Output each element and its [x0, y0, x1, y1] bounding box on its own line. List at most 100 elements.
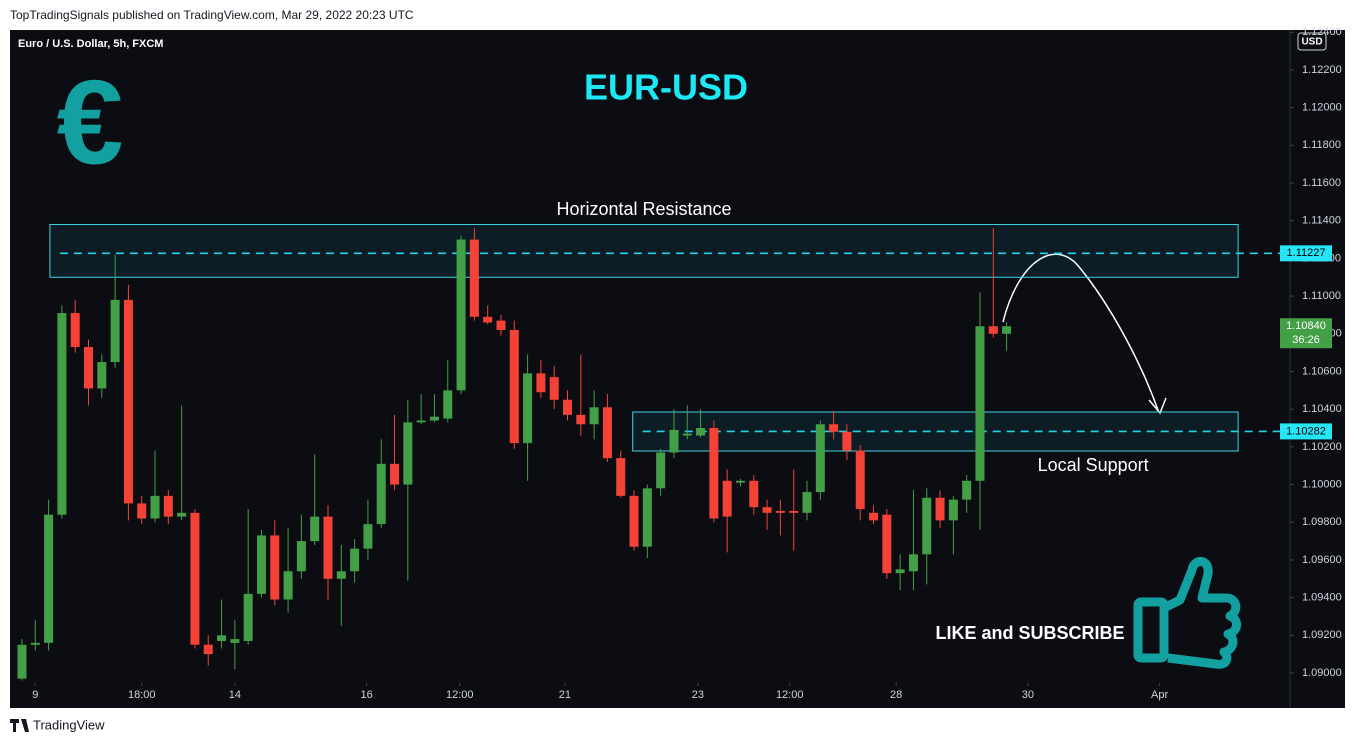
candle-body	[443, 390, 453, 419]
candle	[17, 639, 27, 681]
candle	[908, 490, 918, 591]
y-tick-label: 1.09600	[1302, 554, 1342, 566]
zone-label: Horizontal Resistance	[556, 199, 731, 219]
candle	[110, 254, 120, 368]
candle	[829, 411, 839, 440]
candle	[842, 424, 852, 461]
zone-price-tag	[1280, 245, 1332, 262]
x-tick-label: 12:00	[776, 689, 804, 701]
candle	[336, 544, 346, 626]
candle-body	[869, 512, 879, 521]
candle-body	[217, 635, 227, 641]
currency[interactable]: USD	[1301, 37, 1322, 48]
candle-body	[110, 299, 120, 363]
candle-body	[456, 239, 466, 391]
candle-body	[123, 299, 133, 504]
candle-body	[469, 239, 479, 317]
candle-body	[629, 495, 639, 547]
y-tick-label: 1.09000	[1302, 667, 1342, 679]
candle-body	[682, 433, 692, 436]
candle	[350, 539, 360, 583]
zone-price-label: 1.10282	[1286, 425, 1326, 437]
footer[interactable]: TradingView	[33, 717, 105, 732]
y-tick-label: 1.10000	[1302, 478, 1342, 490]
candle	[882, 509, 892, 579]
candle	[123, 284, 133, 521]
candle-body	[283, 571, 293, 600]
candle	[629, 490, 639, 551]
x-tick-label: Apr	[1151, 689, 1168, 701]
candle	[682, 405, 692, 440]
y-tick-label: 1.10600	[1302, 365, 1342, 377]
candle	[243, 509, 253, 645]
candle	[523, 354, 533, 481]
candle	[137, 495, 147, 525]
candle-body	[735, 480, 745, 483]
zone-price-label: 1.11227	[1287, 247, 1326, 259]
candle-body	[948, 499, 958, 521]
candle	[456, 235, 466, 395]
candle-body	[696, 428, 706, 436]
candle	[283, 527, 293, 613]
candle	[762, 499, 772, 530]
candle-body	[243, 593, 253, 641]
x-tick-label: 16	[360, 689, 372, 701]
x-tick-label: 14	[229, 689, 241, 701]
candle	[722, 469, 732, 553]
y-tick-label: 1.10200	[1302, 441, 1342, 453]
candle-body	[483, 316, 493, 323]
x-tick-label: 9	[32, 689, 38, 701]
candle	[656, 448, 666, 496]
candle	[203, 635, 213, 666]
candle-body	[576, 414, 586, 425]
candle	[589, 390, 599, 440]
chart-area	[10, 30, 1345, 708]
x-tick-label: 23	[692, 689, 704, 701]
candle	[403, 399, 413, 581]
candle-body	[163, 495, 173, 517]
candle	[296, 514, 306, 579]
candle	[642, 484, 652, 559]
candle	[44, 499, 54, 651]
candle	[190, 509, 200, 649]
candle	[443, 360, 453, 423]
candle	[84, 339, 94, 406]
candle	[802, 480, 812, 521]
y-tick-label: 1.12200	[1302, 64, 1342, 76]
last-price-tag	[1280, 318, 1332, 349]
candle	[935, 490, 945, 528]
candle	[390, 414, 400, 491]
candle	[230, 620, 240, 670]
candle-body	[709, 428, 719, 519]
candle-body	[935, 497, 945, 521]
headline: EUR-USD	[584, 67, 748, 108]
y-tick-label: 1.11600	[1302, 177, 1341, 189]
candle-body	[84, 346, 94, 389]
arrow-head	[1148, 397, 1167, 415]
last-price-label: 1.10840	[1286, 320, 1326, 332]
candle-body	[829, 424, 839, 432]
candle	[323, 505, 333, 600]
y-tick-label: 1.09200	[1302, 629, 1342, 641]
y-tick-label: 1.11800	[1302, 139, 1341, 151]
zone-box	[49, 223, 1239, 278]
candle-body	[350, 548, 360, 572]
candle-body	[669, 429, 679, 453]
currency-box[interactable]	[1297, 32, 1327, 51]
y-tick-label: 1.10400	[1302, 403, 1342, 415]
candle-body	[549, 377, 559, 400]
candle-body	[203, 644, 213, 655]
candle-body	[429, 416, 439, 421]
candle-body	[962, 480, 972, 500]
candle-body	[177, 512, 187, 517]
y-tick-label: 1.09800	[1302, 516, 1342, 528]
candle-body	[789, 510, 799, 513]
candle-body	[802, 492, 812, 513]
candle-body	[496, 320, 506, 331]
zone-price-tag	[1280, 423, 1332, 440]
candle	[962, 475, 972, 513]
candle-body	[602, 407, 612, 459]
candle	[70, 299, 80, 353]
euro-symbol: €	[57, 56, 124, 190]
